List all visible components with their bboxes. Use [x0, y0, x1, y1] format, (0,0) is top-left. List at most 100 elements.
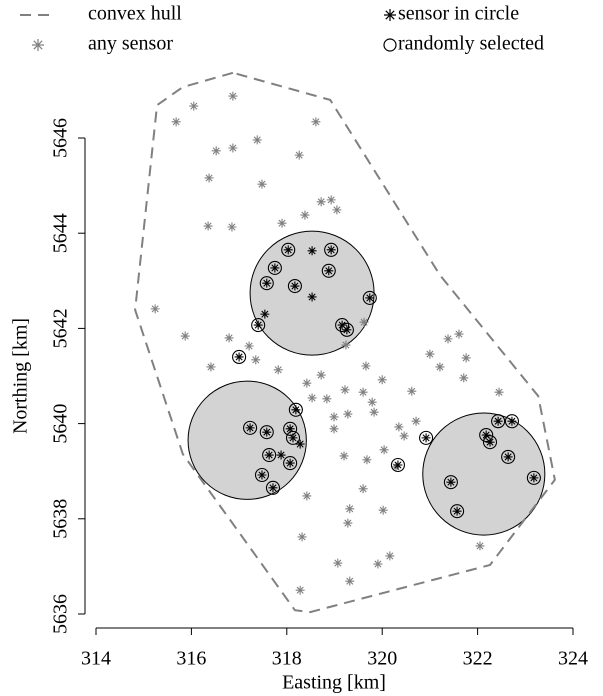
selected-point: [324, 242, 339, 257]
legend-key: [32, 39, 44, 51]
x-tick-label: 316: [176, 648, 206, 670]
y-tick-label: 5646: [50, 118, 72, 158]
selected-point: [259, 276, 274, 291]
legend-label: convex hull: [88, 3, 182, 25]
sensor-point: [333, 558, 343, 568]
sensor-point: [180, 331, 190, 341]
sensor-point: [369, 407, 379, 417]
selected-point: [265, 480, 281, 495]
sensor-point: [373, 559, 383, 569]
selected-point: [450, 504, 465, 519]
x-tick-label: 314: [81, 648, 111, 670]
sensor-point: [228, 91, 238, 101]
sensor-point: [340, 385, 350, 395]
selected-point: [491, 414, 506, 429]
selected-point: [283, 456, 298, 471]
x-tick-label: 318: [272, 648, 302, 670]
sensor-point: [302, 378, 312, 388]
legend-label: randomly selected: [398, 33, 544, 55]
circle-region: [187, 380, 307, 500]
sensor-point: [228, 143, 238, 153]
selected-point: [287, 278, 302, 294]
y-axis-label: Northing [km]: [10, 318, 32, 434]
selected-point: [243, 420, 258, 435]
sensor-point: [211, 146, 221, 156]
sensor-point: [475, 541, 485, 551]
sensor-point: [394, 422, 404, 432]
y-tick-label: 5642: [50, 308, 72, 348]
sensor-point: [295, 585, 305, 595]
y-tick-label: 5638: [50, 499, 72, 539]
selected-point: [232, 349, 247, 365]
hull-line: [134, 71, 556, 614]
sensor-point: [307, 246, 317, 256]
selected-point: [390, 457, 405, 473]
sensor-point: [206, 362, 216, 372]
sensor-point: [358, 484, 368, 494]
x-tick-label: 320: [367, 648, 397, 670]
y-tick-label: 5644: [50, 213, 72, 253]
selected-point: [281, 242, 296, 257]
sensor-point: [399, 431, 409, 441]
x-tick-label: 322: [463, 648, 493, 670]
selected-point: [501, 449, 516, 464]
sensor-point: [379, 445, 389, 455]
legend-key: [384, 9, 396, 21]
sensor-point: [332, 205, 342, 215]
sensor-point: [367, 397, 377, 407]
sensor-point: [300, 210, 310, 220]
sensor-point: [273, 365, 283, 375]
sensor-point: [204, 173, 214, 183]
sensor-point: [459, 373, 469, 383]
sensor-point: [252, 135, 262, 145]
selected-point: [283, 421, 298, 436]
sensor-point: [326, 195, 336, 205]
sensor-point: [443, 334, 453, 344]
selected-point: [262, 447, 277, 463]
sensor-point: [341, 340, 351, 350]
sensor-point: [377, 375, 387, 385]
x-tick-label: 324: [558, 648, 588, 670]
sensor-point: [203, 221, 213, 231]
selected-point: [419, 430, 434, 445]
sensor-point: [295, 439, 305, 449]
sensor-point: [307, 393, 317, 403]
selected-point: [479, 427, 494, 443]
sensor-point: [385, 551, 395, 561]
sensor-point: [329, 412, 339, 422]
sensor-point: [277, 218, 287, 228]
sensor-point: [362, 455, 372, 465]
selected-point: [288, 402, 303, 417]
sensor-point: [294, 150, 304, 160]
sensor-point: [359, 317, 369, 327]
sensor-point: [411, 416, 421, 426]
selected-point: [259, 425, 274, 440]
sensor-point: [329, 424, 339, 434]
sensor-point: [311, 117, 321, 127]
circle-region: [422, 412, 546, 536]
sensor-point: [251, 355, 261, 365]
legend-key: [383, 38, 397, 52]
sensor-point: [378, 505, 388, 515]
sensor-point: [224, 333, 234, 343]
selected-point: [285, 430, 301, 445]
selected-point: [339, 322, 354, 337]
selected-point: [526, 470, 541, 485]
sensor-point: [257, 179, 267, 189]
sensor-point: [276, 450, 286, 460]
sensor-point: [435, 362, 445, 372]
sensor-point: [361, 361, 371, 371]
sensor-point: [343, 518, 353, 528]
selected-point: [254, 467, 270, 483]
selected-point: [482, 435, 498, 450]
sensor-point: [345, 576, 355, 586]
sensor-point: [343, 409, 353, 419]
selected-point: [251, 318, 266, 333]
sensor-point: [358, 387, 368, 397]
sensor-point: [260, 309, 270, 319]
sensor-point: [461, 353, 471, 363]
sensor-point: [297, 532, 307, 542]
sensor-point: [189, 101, 199, 111]
y-tick-label: 5636: [50, 594, 72, 634]
